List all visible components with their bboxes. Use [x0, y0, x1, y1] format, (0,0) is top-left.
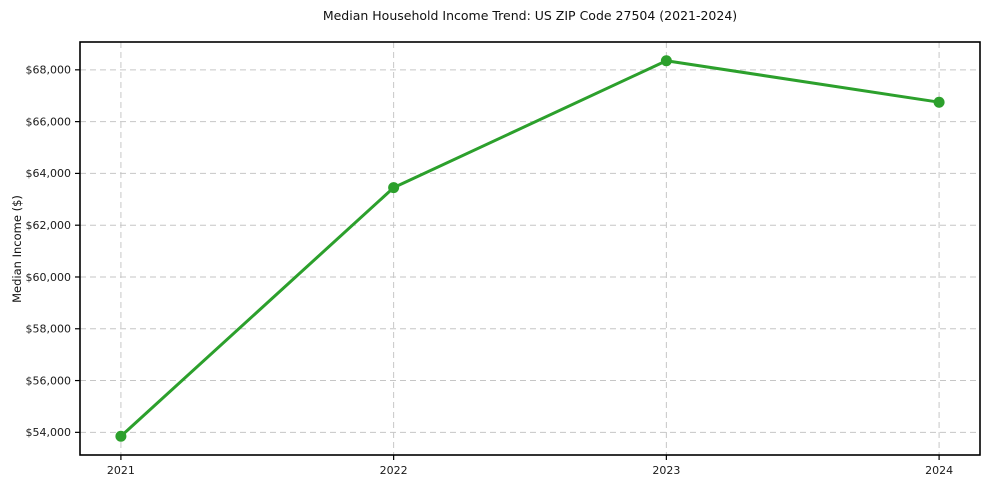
y-tick-label: $62,000 [26, 219, 72, 232]
y-tick-label: $66,000 [26, 115, 72, 128]
data-point-marker [933, 96, 945, 108]
data-line [119, 59, 941, 438]
y-tick-label: $56,000 [26, 374, 72, 387]
y-tick-label: $60,000 [26, 271, 72, 284]
chart-title: Median Household Income Trend: US ZIP Co… [322, 8, 738, 23]
x-tick-label: 2021 [107, 464, 135, 477]
x-tick-label: 2024 [925, 464, 953, 477]
data-point-marker [388, 182, 400, 194]
x-tick-label: 2022 [380, 464, 408, 477]
y-tick-label: $64,000 [26, 167, 72, 180]
y-tick-label: $54,000 [26, 426, 72, 439]
y-tick-label: $58,000 [26, 323, 72, 336]
y-tick-label: $68,000 [26, 64, 72, 77]
axes-border [79, 41, 981, 456]
x-tick-label: 2023 [652, 464, 680, 477]
data-point-marker [660, 55, 672, 67]
data-point-marker [115, 430, 127, 442]
